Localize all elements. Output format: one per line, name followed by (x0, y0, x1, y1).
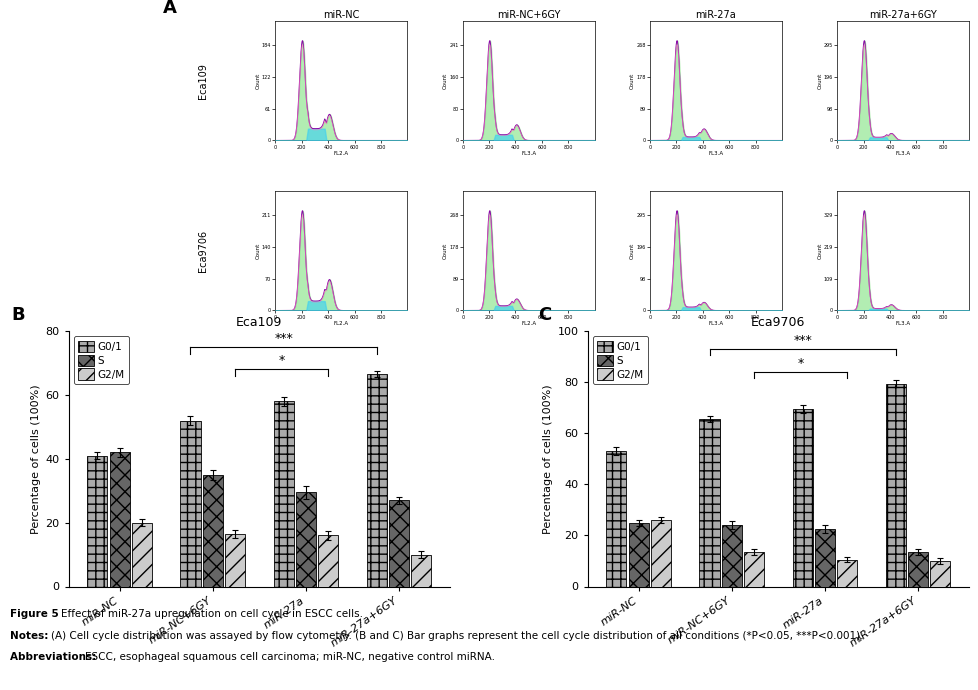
Y-axis label: Count: Count (442, 242, 447, 259)
Y-axis label: Count: Count (817, 242, 822, 259)
X-axis label: FL2.A: FL2.A (333, 151, 348, 156)
Bar (273, 402, 293, 586)
Y-axis label: Percentage of cells (100%): Percentage of cells (100%) (31, 384, 41, 533)
Bar (110, 453, 130, 586)
Y-axis label: Count: Count (817, 72, 822, 89)
Text: *: * (797, 357, 803, 370)
Bar (132, 523, 152, 586)
Text: *: * (279, 355, 285, 368)
Bar (698, 420, 719, 586)
Text: Notes:: Notes: (10, 631, 52, 641)
Text: ***: *** (792, 334, 811, 347)
Y-axis label: Count: Count (630, 242, 635, 259)
Bar (180, 420, 200, 586)
Bar (295, 493, 316, 586)
X-axis label: FL2.A: FL2.A (520, 321, 536, 326)
Text: Abbreviations:: Abbreviations: (10, 652, 100, 662)
Text: (A) Cell cycle distribution was assayed by flow cytometry. (B and C) Bar graphs : (A) Cell cycle distribution was assayed … (51, 631, 863, 641)
Bar (721, 525, 741, 586)
Bar (225, 534, 244, 586)
Bar (885, 384, 905, 586)
Text: C: C (537, 306, 551, 324)
Title: Eca109: Eca109 (236, 315, 283, 328)
Bar (202, 475, 223, 586)
X-axis label: FL2.A: FL2.A (333, 321, 348, 326)
Bar (628, 523, 648, 586)
Legend: G0/1, S, G2/M: G0/1, S, G2/M (592, 337, 647, 384)
Text: B: B (12, 306, 24, 324)
Bar (929, 561, 950, 586)
Y-axis label: Percentage of cells (100%): Percentage of cells (100%) (543, 384, 553, 533)
X-axis label: FL3.A: FL3.A (895, 151, 910, 156)
Bar (814, 529, 834, 586)
Text: Figure 5: Figure 5 (10, 609, 62, 618)
Text: Eca9706: Eca9706 (198, 230, 207, 272)
Text: Eca109: Eca109 (198, 63, 207, 99)
X-axis label: FL3.A: FL3.A (895, 321, 910, 326)
Y-axis label: Count: Count (442, 72, 447, 89)
Text: Effect of miR-27a upregulation on cell cycle in ESCC cells.: Effect of miR-27a upregulation on cell c… (61, 609, 362, 618)
Bar (792, 409, 812, 586)
Y-axis label: Count: Count (255, 72, 260, 89)
Bar (836, 560, 857, 586)
Bar (318, 535, 338, 586)
Bar (87, 455, 108, 586)
Bar (605, 451, 626, 586)
Bar (366, 374, 386, 586)
Title: miR-NC+6GY: miR-NC+6GY (497, 10, 559, 20)
Title: miR-27a: miR-27a (695, 10, 735, 20)
Title: miR-27a+6GY: miR-27a+6GY (868, 10, 936, 20)
Y-axis label: Count: Count (630, 72, 635, 89)
Title: Eca9706: Eca9706 (750, 315, 805, 328)
Bar (907, 552, 927, 586)
X-axis label: FL3.A: FL3.A (520, 151, 536, 156)
Bar (650, 520, 671, 586)
X-axis label: FL3.A: FL3.A (708, 151, 723, 156)
X-axis label: FL3.A: FL3.A (708, 321, 723, 326)
Legend: G0/1, S, G2/M: G0/1, S, G2/M (73, 337, 129, 384)
Text: A: A (163, 0, 177, 17)
Y-axis label: Count: Count (255, 242, 260, 259)
Text: ***: *** (274, 332, 292, 345)
Bar (411, 555, 431, 586)
Title: miR-NC: miR-NC (323, 10, 359, 20)
Text: ESCC, esophageal squamous cell carcinoma; miR-NC, negative control miRNA.: ESCC, esophageal squamous cell carcinoma… (85, 652, 495, 662)
Bar (743, 552, 764, 586)
Bar (388, 500, 409, 586)
